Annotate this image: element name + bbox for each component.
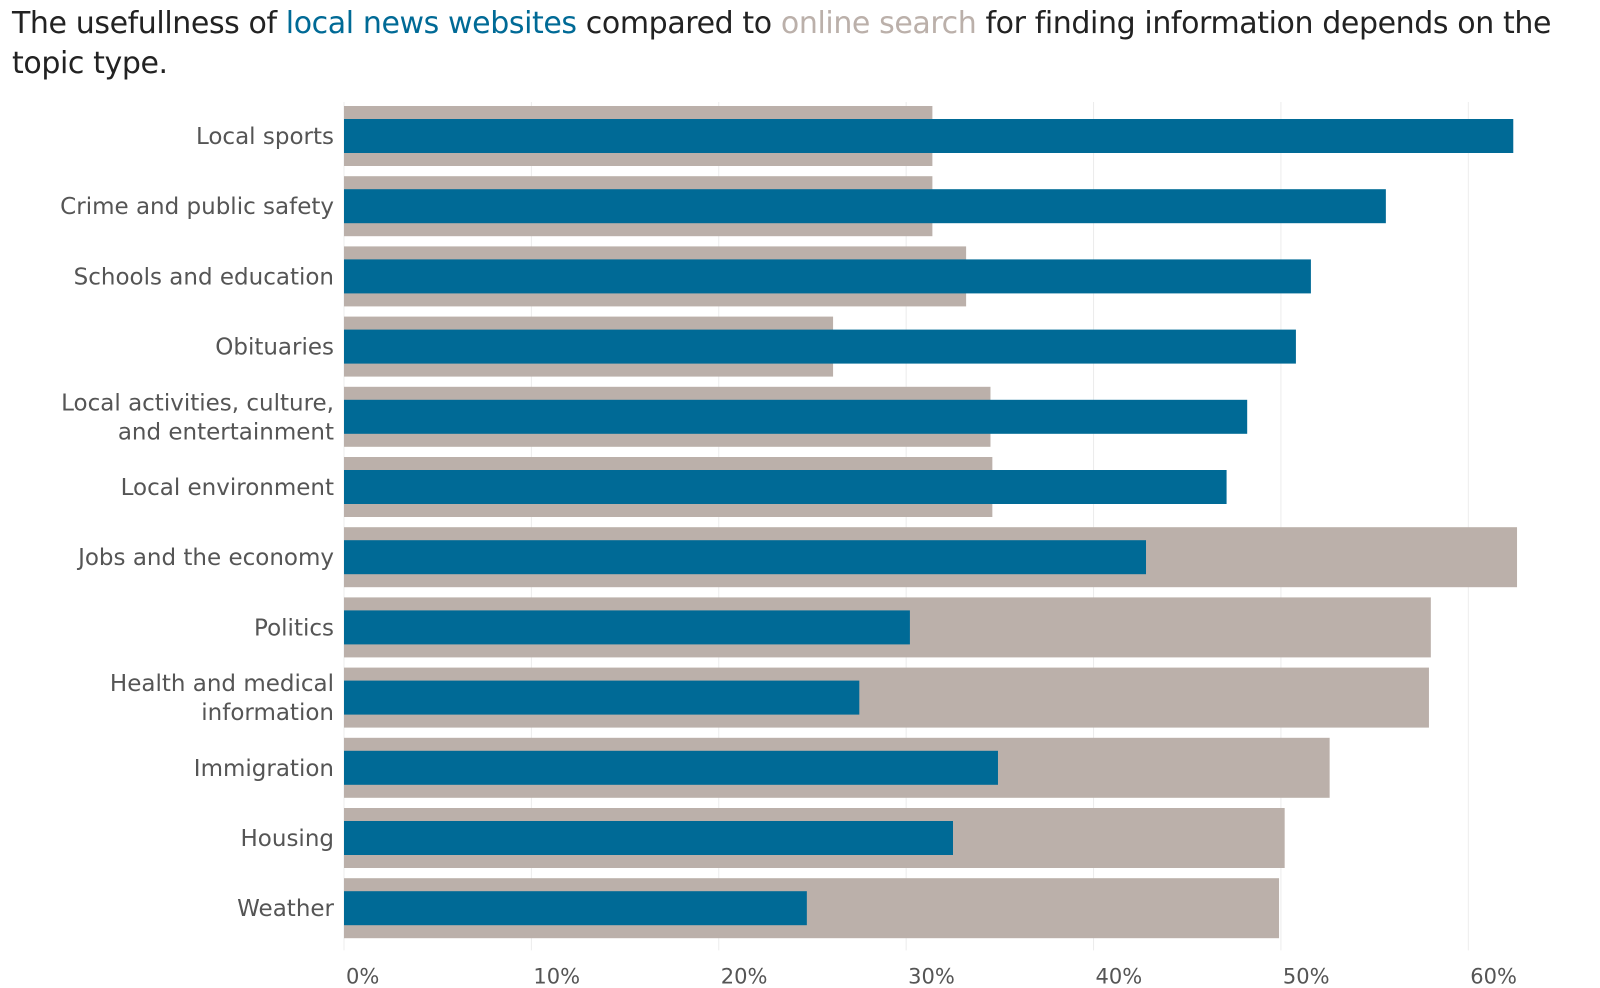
- category-label-line: Politics: [254, 615, 334, 641]
- category-label: Jobs and the economy: [76, 545, 334, 571]
- bar-local-news: [344, 821, 953, 855]
- x-tick-label: 20%: [721, 964, 768, 988]
- category-label-line: Weather: [237, 896, 334, 922]
- bar-local-news: [344, 189, 1386, 224]
- x-axis-ticks: 0% 10% 20% 30% 40% 50% 60%: [346, 964, 1517, 988]
- title-highlight-online-search: online search: [780, 6, 977, 41]
- category-label-line: Local environment: [121, 475, 334, 501]
- x-tick-label: 0%: [346, 964, 379, 988]
- category-label: Politics: [254, 615, 334, 641]
- category-label-line: Crime and public safety: [60, 194, 334, 220]
- bar-local-news: [344, 470, 1227, 504]
- category-label: Crime and public safety: [60, 194, 334, 220]
- title-part-2: compared to: [576, 6, 781, 41]
- title-highlight-local-news: local news websites: [285, 6, 577, 41]
- category-label-line: Local activities, culture,: [61, 390, 334, 416]
- x-tick-label: 30%: [908, 964, 955, 988]
- category-label-line: information: [201, 700, 334, 726]
- bar-local-news: [344, 119, 1514, 153]
- bar-local-news: [344, 329, 1296, 364]
- category-label-line: and entertainment: [118, 419, 334, 445]
- category-label-line: Health and medical: [110, 671, 334, 697]
- title-part-3: for finding information depends on the t…: [12, 6, 1552, 81]
- category-label: Health and medical information: [110, 671, 334, 726]
- category-label: Local sports: [196, 124, 334, 150]
- title-part-1: The usefullness of: [12, 6, 286, 41]
- x-tick-label: 60%: [1470, 964, 1517, 988]
- category-label-line: Immigration: [194, 756, 334, 782]
- category-label-line: Jobs and the economy: [76, 545, 334, 571]
- category-label-line: Obituaries: [215, 335, 334, 361]
- category-label: Weather: [237, 896, 334, 922]
- bar-local-news: [344, 891, 807, 926]
- bar-local-news: [344, 399, 1248, 434]
- category-label: Local activities, culture, and entertainm…: [61, 390, 334, 445]
- category-labels: Local sports Crime and public safety Schoo…: [60, 124, 334, 922]
- x-tick-label: 50%: [1283, 964, 1330, 988]
- category-label-line: Local sports: [196, 124, 334, 150]
- x-tick-label: 10%: [533, 964, 580, 988]
- chart-title: The usefullness of local news websites c…: [12, 4, 1592, 84]
- category-label: Local environment: [121, 475, 334, 501]
- category-label: Schools and education: [74, 264, 334, 290]
- category-label-line: Housing: [241, 826, 335, 852]
- bar-local-news: [344, 680, 860, 715]
- bar-local-news: [344, 750, 998, 785]
- bar-local-news: [344, 540, 1147, 575]
- category-label-line: Schools and education: [74, 264, 334, 290]
- category-label: Immigration: [194, 756, 334, 782]
- x-tick-label: 40%: [1096, 964, 1143, 988]
- bar-local-news: [344, 610, 910, 645]
- bars: [344, 106, 1518, 939]
- category-label: Obituaries: [215, 335, 334, 361]
- category-label: Housing: [241, 826, 335, 852]
- bar-local-news: [344, 259, 1311, 294]
